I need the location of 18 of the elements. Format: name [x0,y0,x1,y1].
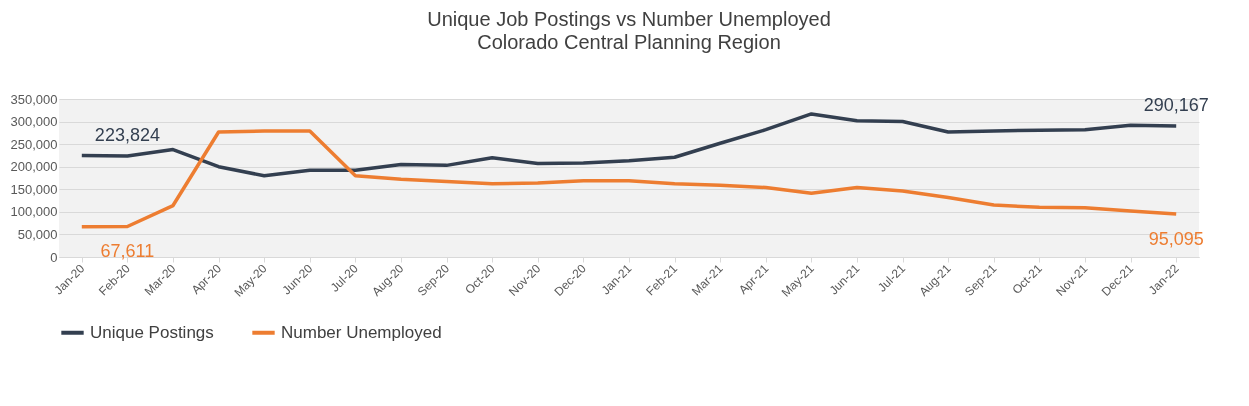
data-label: 223,824 [94,124,160,145]
chart-title: Unique Job Postings vs Number Unemployed [427,8,831,30]
chart-subtitle: Colorado Central Planning Region [477,31,781,53]
y-tick-label: 50,000 [17,226,58,242]
legend-label: Unique Postings [90,322,214,342]
y-tick-label: 100,000 [10,204,58,220]
y-tick-label: 150,000 [10,181,58,197]
data-label: 290,167 [1143,95,1209,116]
line-series [80,129,1178,229]
line-series [80,112,1178,178]
y-tick-label: 300,000 [10,114,58,130]
y-tick-label: 350,000 [10,91,58,107]
legend-label: Number Unemployed [281,322,442,342]
y-tick-label: 250,000 [10,136,58,152]
y-tick-label: 0 [50,249,58,265]
y-tick-label: 200,000 [10,159,58,175]
data-label: 67,611 [100,241,155,262]
data-label: 95,095 [1148,229,1204,250]
